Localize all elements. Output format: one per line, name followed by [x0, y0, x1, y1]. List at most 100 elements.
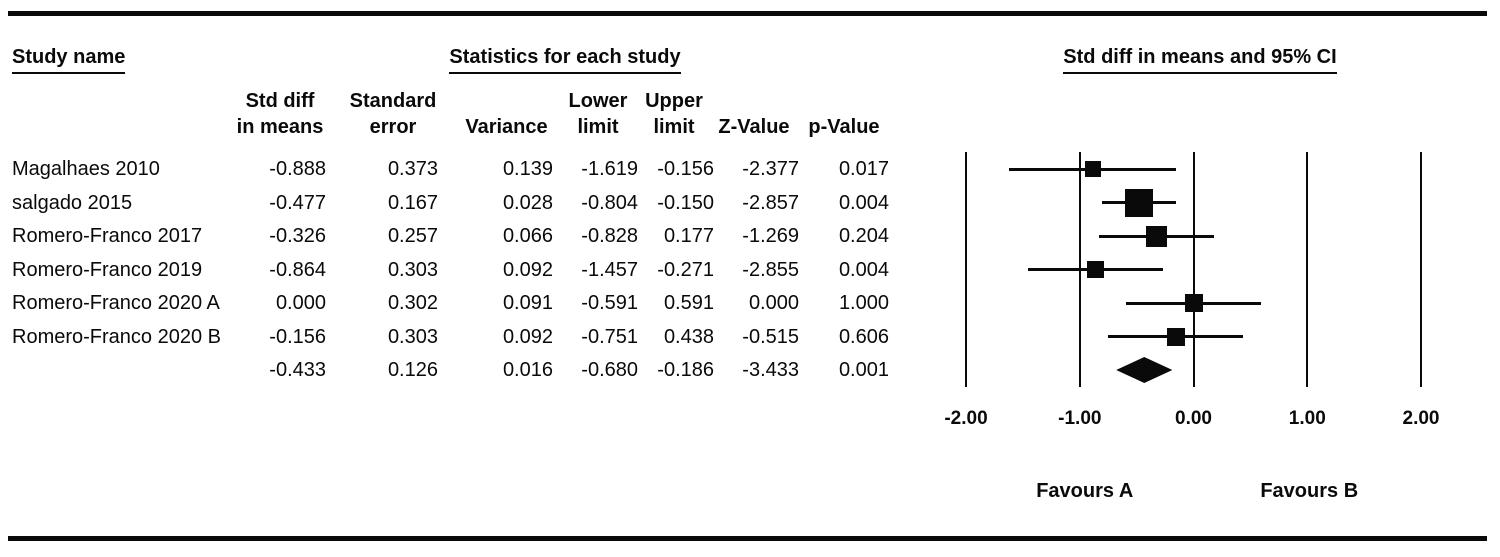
- table-row-lower: -1.457: [581, 258, 638, 281]
- table-row-std_diff: 0.000: [275, 292, 326, 314]
- table-row-name: Romero-Franco 2020 B: [12, 325, 221, 348]
- table-row-upper: 0.438: [663, 325, 714, 348]
- table-row-std_err: 0.303: [387, 325, 438, 348]
- column-header: Variance: [460, 84, 553, 140]
- table-row-p: 1.000: [838, 292, 889, 314]
- plot-title-text: Std diff in means and 95% CI: [1063, 46, 1337, 74]
- statistics-title-text: Statistics for each study: [449, 46, 681, 74]
- summary-diamond: [1116, 357, 1173, 383]
- column-header-line2: limit: [577, 116, 619, 138]
- table-row-std_diff: -0.888: [269, 158, 326, 180]
- table-row-name: Magalhaes 2010: [12, 158, 160, 180]
- column-header-line2: error: [369, 116, 417, 138]
- table-row-p: 0.204: [838, 225, 889, 247]
- table-row-lower: -0.828: [581, 225, 638, 247]
- table-row-lower: -1.619: [581, 158, 638, 180]
- axis-gridline: [1420, 152, 1422, 387]
- table-row-variance: 0.028: [502, 191, 553, 214]
- table-row-upper: -0.156: [657, 158, 714, 180]
- axis-tick-label: -2.00: [944, 408, 988, 429]
- table-row-upper: -0.150: [657, 191, 714, 214]
- point-estimate-marker: [1184, 294, 1203, 312]
- point-estimate-marker: [1086, 261, 1104, 278]
- table-row-name: salgado 2015: [12, 191, 133, 214]
- column-header-line2: Z-Value: [718, 116, 790, 138]
- axis-tick-label: 2.00: [1402, 408, 1440, 429]
- table-row-std_diff: -0.477: [269, 191, 326, 214]
- table-row-lower: -0.751: [581, 325, 638, 348]
- table-row-z: -1.269: [742, 225, 799, 247]
- point-estimate-marker: [1145, 225, 1167, 247]
- table-row-variance: 0.091: [502, 292, 553, 314]
- table-row-p: 0.606: [838, 325, 889, 348]
- table-row-z: -2.377: [742, 158, 799, 180]
- column-header-line2: limit: [653, 116, 695, 138]
- table-row-name: Romero-Franco 2020 A: [12, 292, 220, 314]
- column-header-line1: Standard: [349, 90, 437, 112]
- section-title-plot: Std diff in means and 95% CI: [1000, 46, 1400, 74]
- summary-row-lower: -0.680: [581, 359, 638, 381]
- table-row-lower: -0.804: [581, 191, 638, 214]
- table-row-std_err: 0.257: [387, 225, 438, 247]
- summary-row-p: 0.001: [838, 359, 889, 381]
- axis-gridline: [965, 152, 967, 387]
- table-row-z: -2.857: [742, 191, 799, 214]
- column-header: Lower limit: [558, 84, 638, 140]
- table-row-upper: 0.177: [663, 225, 714, 247]
- table-row-std_diff: -0.326: [269, 225, 326, 247]
- column-header-line1: Upper: [645, 90, 703, 112]
- table-row-std_err: 0.373: [387, 158, 438, 180]
- column-header-line1: Std diff: [245, 90, 315, 112]
- summary-row-std_err: 0.126: [387, 359, 438, 381]
- table-row-upper: -0.271: [657, 258, 714, 281]
- summary-row-upper: -0.186: [657, 359, 714, 381]
- table-row-variance: 0.092: [502, 325, 553, 348]
- axis-gridline: [1306, 152, 1309, 387]
- column-header: Z-Value: [709, 84, 799, 140]
- column-header: Standard error: [348, 84, 438, 140]
- point-estimate-marker: [1125, 188, 1154, 217]
- axis-tick-label: -1.00: [1058, 408, 1102, 429]
- column-header: p-Value: [799, 84, 889, 140]
- column-header-line1: Lower: [568, 90, 628, 112]
- table-row-std_err: 0.302: [387, 292, 438, 314]
- table-row-z: -2.855: [742, 258, 799, 281]
- axis-tick-label: 1.00: [1288, 408, 1326, 429]
- column-header-line2: in means: [236, 116, 324, 138]
- column-header: Upper limit: [634, 84, 714, 140]
- column-header-line2: Variance: [465, 116, 548, 138]
- table-row-std_diff: -0.156: [269, 325, 326, 348]
- table-row-name: Romero-Franco 2017: [12, 225, 203, 247]
- column-header: Std diff in means: [234, 84, 326, 140]
- table-row-std_diff: -0.864: [269, 258, 326, 281]
- table-row-upper: 0.591: [663, 292, 714, 314]
- table-row-lower: -0.591: [581, 292, 638, 314]
- favours-a-label: Favours A: [1036, 480, 1134, 502]
- top-rule: [8, 11, 1487, 16]
- point-estimate-marker: [1166, 327, 1185, 346]
- study-name-title-text: Study name: [12, 46, 126, 74]
- table-row-p: 0.017: [838, 158, 889, 180]
- table-row-std_err: 0.167: [387, 191, 438, 214]
- table-row-p: 0.004: [838, 258, 889, 281]
- section-title-statistics: Statistics for each study: [335, 46, 795, 74]
- table-row-std_err: 0.303: [387, 258, 438, 281]
- favours-b-label: Favours B: [1260, 480, 1359, 502]
- axis-gridline: [1192, 152, 1195, 387]
- column-header-line2: p-Value: [808, 116, 880, 138]
- bottom-rule: [8, 536, 1487, 541]
- point-estimate-marker: [1084, 161, 1101, 177]
- table-row-variance: 0.066: [502, 225, 553, 247]
- table-row-variance: 0.092: [502, 258, 553, 281]
- table-row-variance: 0.139: [502, 158, 553, 180]
- section-title-study-name: Study name: [12, 46, 126, 74]
- axis-tick-label: 0.00: [1175, 408, 1212, 429]
- summary-row-std_diff: -0.433: [269, 359, 326, 381]
- table-row-z: -0.515: [742, 325, 799, 348]
- summary-row-z: -3.433: [742, 359, 799, 381]
- table-row-p: 0.004: [838, 191, 889, 214]
- table-row-z: 0.000: [748, 292, 799, 314]
- table-row-name: Romero-Franco 2019: [12, 258, 203, 281]
- summary-row-variance: 0.016: [502, 359, 553, 381]
